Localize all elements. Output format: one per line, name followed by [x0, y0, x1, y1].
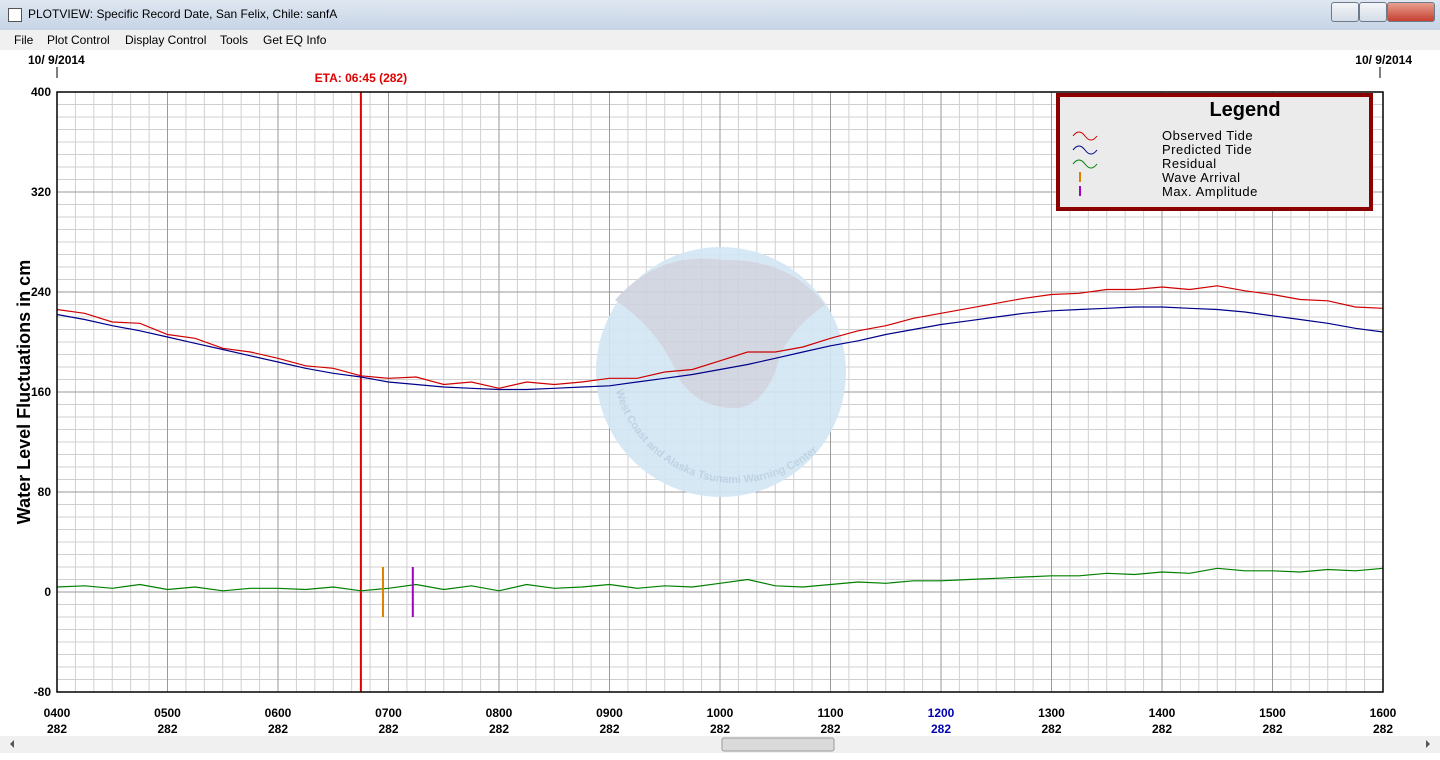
x-tick-label: 0600	[265, 706, 292, 720]
date-left: 10/ 9/2014	[28, 53, 85, 67]
window-title: PLOTVIEW: Specific Record Date, San Feli…	[28, 7, 338, 21]
x-tick-sublabel: 282	[157, 722, 177, 736]
x-tick-sublabel: 282	[710, 722, 730, 736]
x-tick-sublabel: 282	[1373, 722, 1393, 736]
y-tick-label: 80	[38, 485, 52, 499]
minimize-button[interactable]	[1331, 2, 1359, 22]
date-right: 10/ 9/2014	[1355, 53, 1412, 67]
legend-label: Residual	[1162, 156, 1217, 171]
x-tick-label: 1300	[1038, 706, 1065, 720]
eta-label: ETA: 06:45 (282)	[315, 71, 407, 85]
legend-swatch	[1072, 159, 1098, 169]
x-tick-sublabel: 282	[268, 722, 288, 736]
x-tick-label: 0900	[596, 706, 623, 720]
x-tick-label: 1400	[1149, 706, 1176, 720]
series-line	[56, 306, 1384, 391]
series-line	[56, 285, 1384, 389]
y-tick-label: -80	[34, 685, 52, 699]
menu-item[interactable]: Get EQ Info	[263, 33, 327, 47]
x-tick-sublabel: 282	[47, 722, 67, 736]
x-tick-sublabel: 282	[1041, 722, 1061, 736]
menu-bar: File Plot Control Display Control Tools …	[0, 30, 1440, 50]
legend-swatch	[1072, 131, 1098, 141]
x-tick-sublabel: 282	[1262, 722, 1282, 736]
x-tick-sublabel: 282	[599, 722, 619, 736]
x-tick-label: 0700	[375, 706, 402, 720]
x-tick-label: 1600	[1370, 706, 1397, 720]
y-axis-title: Water Level Fluctuations in cm	[14, 260, 34, 524]
y-tick-label: 160	[31, 385, 51, 399]
legend-label: Wave Arrival	[1162, 170, 1240, 185]
x-tick-label: 0500	[154, 706, 181, 720]
x-tick-label: 1100	[817, 706, 843, 720]
menu-item[interactable]: Display Control	[125, 33, 207, 47]
x-tick-sublabel: 282	[931, 722, 951, 736]
legend-title: Legend	[1209, 99, 1280, 121]
x-tick-label: 1000	[707, 706, 734, 720]
x-tick-sublabel: 282	[820, 722, 840, 736]
legend-swatch	[1072, 145, 1098, 155]
watermark-logo: West Coast and Alaska Tsunami Warning Ce…	[596, 247, 846, 497]
y-tick-label: 320	[31, 185, 51, 199]
x-tick-label: 1200	[928, 706, 955, 720]
x-tick-label: 1500	[1259, 706, 1286, 720]
menu-item[interactable]: File	[14, 33, 34, 47]
scrollbar[interactable]	[0, 736, 1440, 753]
series-line	[56, 567, 1384, 592]
y-tick-label: 0	[44, 585, 51, 599]
legend-box	[1056, 93, 1373, 211]
legend-label: Max. Amplitude	[1162, 184, 1258, 199]
x-tick-sublabel: 282	[489, 722, 509, 736]
y-tick-label: 240	[31, 285, 51, 299]
x-tick-sublabel: 282	[1152, 722, 1172, 736]
x-tick-label: 0400	[44, 706, 71, 720]
plot-frame	[56, 91, 1384, 693]
title-bar: PLOTVIEW: Specific Record Date, San Feli…	[0, 0, 1440, 30]
menu-item[interactable]: Tools	[220, 33, 249, 47]
x-tick-sublabel: 282	[378, 722, 398, 736]
scrollbar-thumb[interactable]	[721, 737, 835, 752]
legend-label: Predicted Tide	[1162, 142, 1252, 157]
chart: West Coast and Alaska Tsunami Warning Ce…	[0, 53, 1440, 753]
legend-label: Observed Tide	[1162, 128, 1253, 143]
y-tick-label: 400	[31, 85, 51, 99]
maximize-button[interactable]	[1359, 2, 1387, 22]
close-button[interactable]	[1387, 2, 1435, 22]
app-icon	[8, 8, 22, 22]
menu-item[interactable]: Plot Control	[47, 33, 110, 47]
x-tick-label: 0800	[486, 706, 513, 720]
